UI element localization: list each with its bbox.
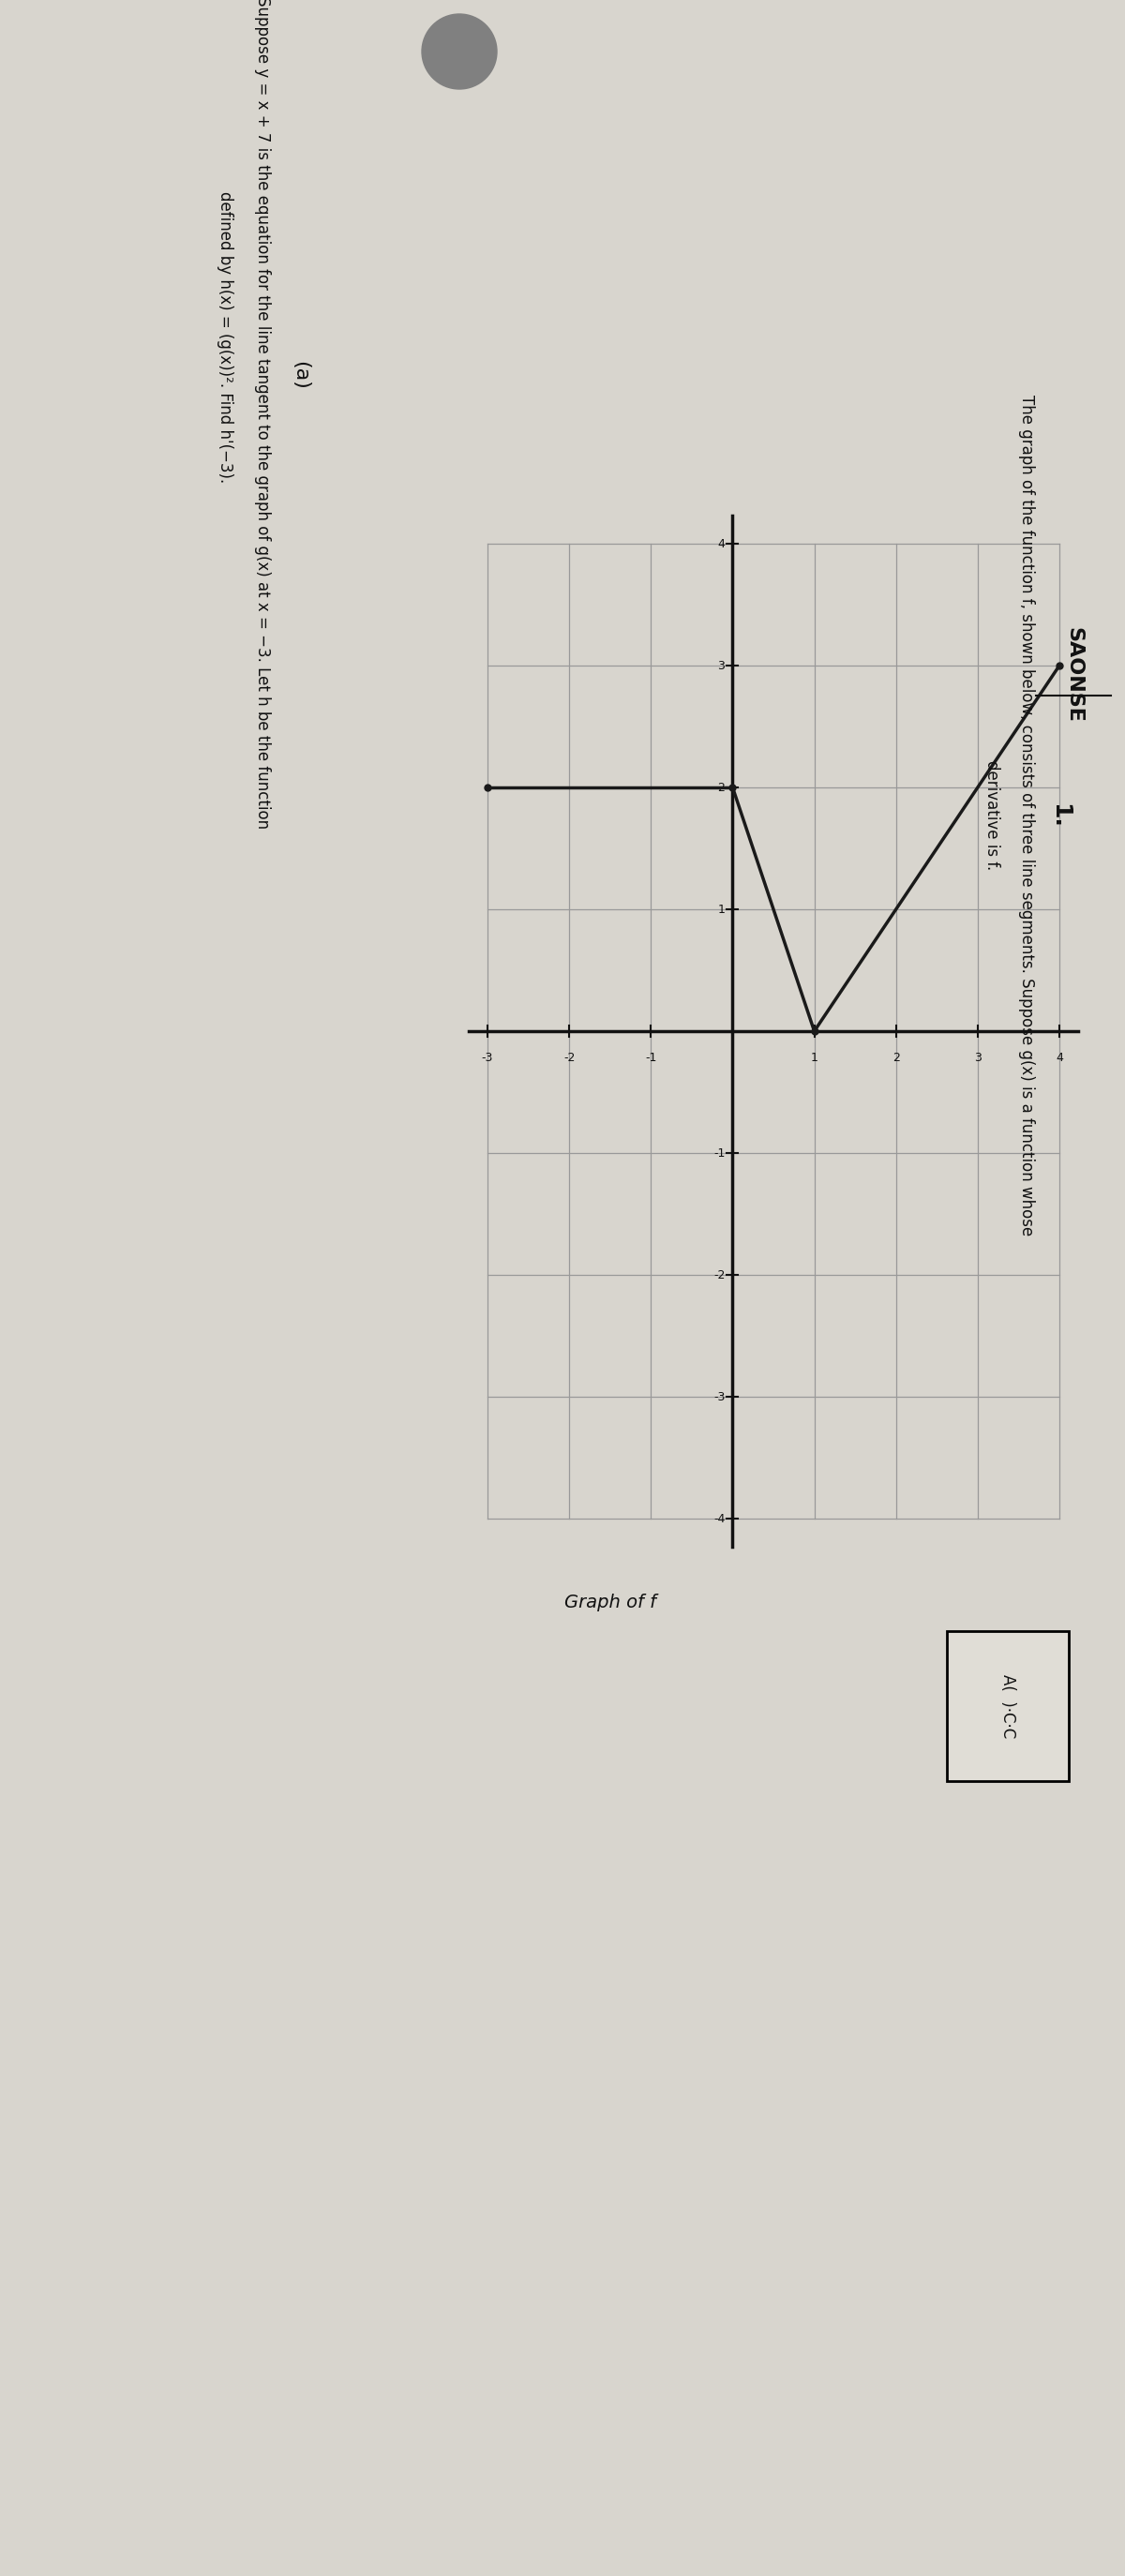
Circle shape [422, 13, 497, 90]
Text: 1: 1 [718, 904, 726, 914]
Text: derivative is f.: derivative is f. [983, 760, 1000, 871]
Text: (a): (a) [290, 361, 309, 389]
Text: 3: 3 [718, 659, 726, 672]
Text: -1: -1 [645, 1051, 657, 1064]
Text: defined by h(x) = (g(x))². Find h'(−3).: defined by h(x) = (g(x))². Find h'(−3). [216, 191, 234, 484]
Bar [947, 1631, 1069, 1780]
Text: 3: 3 [974, 1051, 981, 1064]
Text: Suppose y = x + 7 is the equation for the line tangent to the graph of g(x) at x: Suppose y = x + 7 is the equation for th… [254, 0, 271, 829]
Text: 1: 1 [811, 1051, 818, 1064]
Text: -3: -3 [713, 1391, 726, 1404]
Text: 1.: 1. [1048, 804, 1071, 827]
Text: SAONSE: SAONSE [1064, 626, 1082, 724]
Text: 4: 4 [718, 538, 726, 549]
Text: 2: 2 [892, 1051, 900, 1064]
Text: -2: -2 [713, 1270, 726, 1280]
Text: -3: -3 [482, 1051, 493, 1064]
Text: -4: -4 [713, 1512, 726, 1525]
Text: Graph of f: Graph of f [564, 1595, 656, 1613]
Text: A(  )·C·C: A( )·C·C [999, 1674, 1016, 1739]
Text: The graph of the function f, shown below, consists of three line segments. Suppo: The graph of the function f, shown below… [1018, 394, 1035, 1236]
Text: -1: -1 [713, 1146, 726, 1159]
Text: 4: 4 [1055, 1051, 1063, 1064]
Text: -2: -2 [564, 1051, 575, 1064]
Text: 2: 2 [718, 781, 726, 793]
